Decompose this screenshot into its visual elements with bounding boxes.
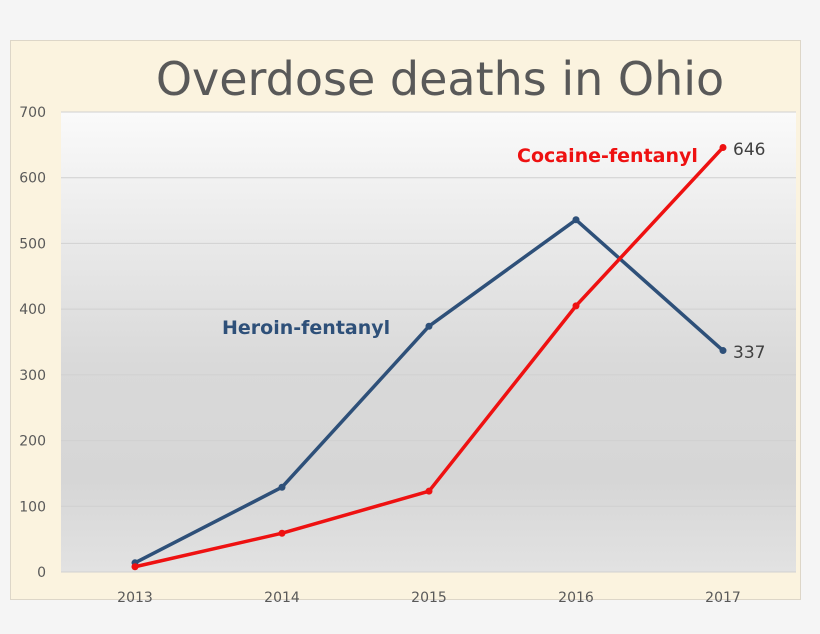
data-point-marker	[278, 483, 286, 491]
heroin-end-value: 337	[733, 343, 765, 363]
data-point-marker	[131, 563, 139, 571]
data-point-marker	[719, 347, 727, 355]
y-tick-label: 200	[19, 434, 46, 450]
x-tick-label: 2015	[411, 590, 447, 606]
data-point-marker	[572, 302, 580, 310]
y-tick-label: 400	[19, 302, 46, 318]
y-tick-label: 300	[19, 368, 46, 384]
cocaine-fentanyl-label: Cocaine-fentanyl	[517, 145, 698, 167]
gridlines	[61, 111, 796, 573]
cocaine-end-value: 646	[733, 140, 765, 160]
x-tick-label: 2014	[264, 590, 300, 606]
series-lines	[131, 143, 727, 571]
heroin-fentanyl-label: Heroin-fentanyl	[222, 317, 390, 339]
data-point-marker	[572, 216, 580, 224]
chart-title: Overdose deaths in Ohio	[155, 52, 725, 106]
y-tick-label: 500	[19, 236, 46, 252]
y-tick-label: 0	[37, 565, 46, 581]
data-point-marker	[425, 487, 433, 495]
data-point-marker	[719, 143, 727, 151]
x-axis: 2013 2014 2015 2016 2017	[117, 590, 741, 606]
x-tick-label: 2016	[558, 590, 594, 606]
data-point-marker	[425, 322, 433, 330]
y-tick-label: 700	[19, 105, 46, 121]
y-tick-label: 600	[19, 171, 46, 187]
y-tick-label: 100	[19, 499, 46, 515]
x-tick-label: 2017	[705, 590, 741, 606]
plot-area	[61, 112, 796, 572]
x-tick-label: 2013	[117, 590, 153, 606]
data-point-marker	[278, 529, 286, 537]
y-axis: 0 100 200 300 400 500 600 700	[19, 105, 46, 581]
